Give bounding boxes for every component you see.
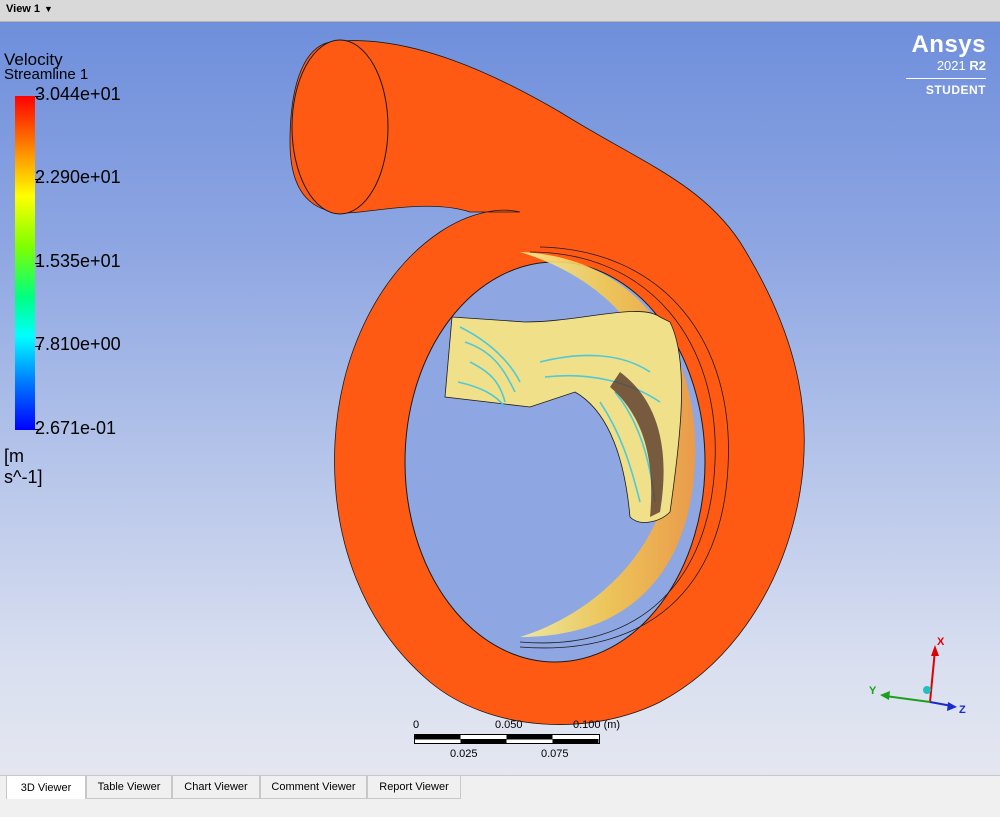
scale-label-bottom: 0.075 xyxy=(541,748,569,760)
legend-tick-label: 7.810e+00 xyxy=(35,334,121,354)
legend-tick-mark xyxy=(35,263,41,264)
legend-units: [m s^-1] xyxy=(4,446,43,487)
view-selector-button[interactable]: View 1 ▼ xyxy=(6,3,53,15)
legend-tick-mark xyxy=(35,346,41,347)
scale-label-top: 0.100 (m) xyxy=(573,719,621,731)
tab-comment-viewer[interactable]: Comment Viewer xyxy=(260,776,367,799)
scale-label-top: 0.050 xyxy=(495,719,523,731)
color-bar xyxy=(15,96,35,430)
tab-3d-viewer[interactable]: 3D Viewer xyxy=(6,776,86,800)
branding-divider xyxy=(906,78,986,79)
viewer-tab-bar: 3D Viewer Table Viewer Chart Viewer Comm… xyxy=(0,775,1000,800)
ansys-logo: Ansys xyxy=(911,31,986,58)
ansys-branding: Ansys 2021 R2 STUDENT xyxy=(906,32,986,97)
tab-table-viewer[interactable]: Table Viewer xyxy=(86,776,172,799)
legend-tick-label: 2.671e-01 xyxy=(35,418,117,438)
axis-triad: X Y Z xyxy=(869,636,966,716)
scale-bar-graphic xyxy=(414,734,600,744)
status-area xyxy=(0,799,1000,817)
legend-tick-label: 1.535e+01 xyxy=(35,251,121,271)
streamlines xyxy=(457,326,661,503)
axis-y-label: Y xyxy=(869,685,877,697)
legend-subtitle: Streamline 1 xyxy=(4,66,89,83)
version-label: 2021 R2 xyxy=(906,58,986,74)
impeller-blades xyxy=(610,372,664,517)
volute-model xyxy=(289,39,805,725)
inlet-opening xyxy=(291,39,389,215)
scale-label-top: 0 xyxy=(413,719,420,731)
legend-tick-mark xyxy=(35,179,41,180)
legend-tick-label: 2.290e+01 xyxy=(35,167,121,187)
legend-title: Velocity xyxy=(4,50,63,69)
legend-tick-mark xyxy=(35,96,41,97)
tab-report-viewer[interactable]: Report Viewer xyxy=(367,776,461,799)
3d-viewport[interactable]: Velocity Streamline 1 3.044e+01 2.290e+0… xyxy=(0,22,1000,775)
view-label: View 1 xyxy=(6,3,41,15)
version-release: R2 xyxy=(969,58,986,73)
axis-z-label: Z xyxy=(959,704,966,716)
legend-tick-label: 3.044e+01 xyxy=(35,84,121,104)
scale-label-bottom: 0.025 xyxy=(450,748,478,760)
legend-tick-mark xyxy=(35,429,41,430)
impeller-passage xyxy=(444,311,682,523)
caret-down-icon: ▼ xyxy=(44,4,53,14)
version-year: 2021 xyxy=(936,58,966,73)
axis-x-label: X xyxy=(937,636,945,648)
view-toolbar: View 1 ▼ xyxy=(0,0,1000,22)
tab-chart-viewer[interactable]: Chart Viewer xyxy=(172,776,260,799)
edition-label: STUDENT xyxy=(925,83,986,97)
